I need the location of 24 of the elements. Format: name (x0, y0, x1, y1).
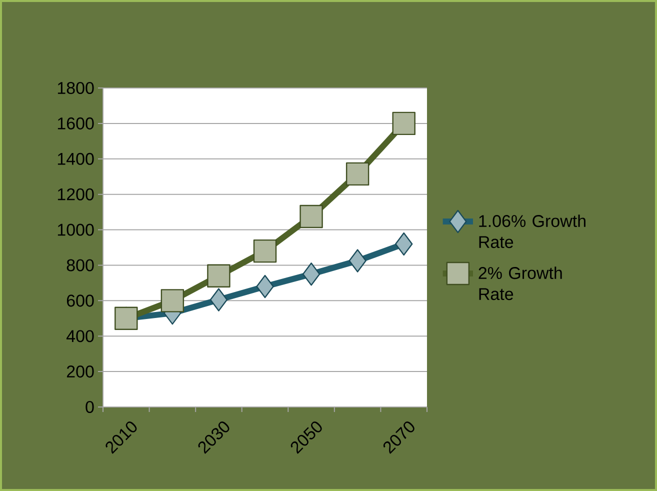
point (302, 262, 320, 286)
legend-label: 2% Growth Rate (478, 266, 562, 300)
y-tick-label: 1400 (58, 152, 94, 165)
y-tick-label: 1600 (58, 117, 94, 130)
y-tick-label: 0 (86, 400, 94, 414)
point (392, 112, 416, 136)
y-tick-label: 800 (66, 259, 94, 272)
y-tick-label: 1200 (58, 188, 94, 200)
y-tick-label: 400 (66, 330, 94, 342)
y-tick-label: 1800 (58, 82, 94, 94)
point (207, 264, 230, 288)
point (114, 306, 138, 330)
point (256, 274, 274, 298)
point (253, 239, 277, 263)
point (395, 232, 413, 256)
y-tick-label: 600 (66, 294, 94, 307)
point (210, 288, 228, 312)
point (348, 249, 366, 272)
point (346, 162, 370, 186)
point (300, 204, 323, 228)
y-tick-label: 200 (66, 366, 94, 378)
y-tick-label: 1000 (58, 224, 94, 236)
point (160, 289, 184, 312)
legend-label: 1.06% Growth Rate (479, 214, 586, 248)
